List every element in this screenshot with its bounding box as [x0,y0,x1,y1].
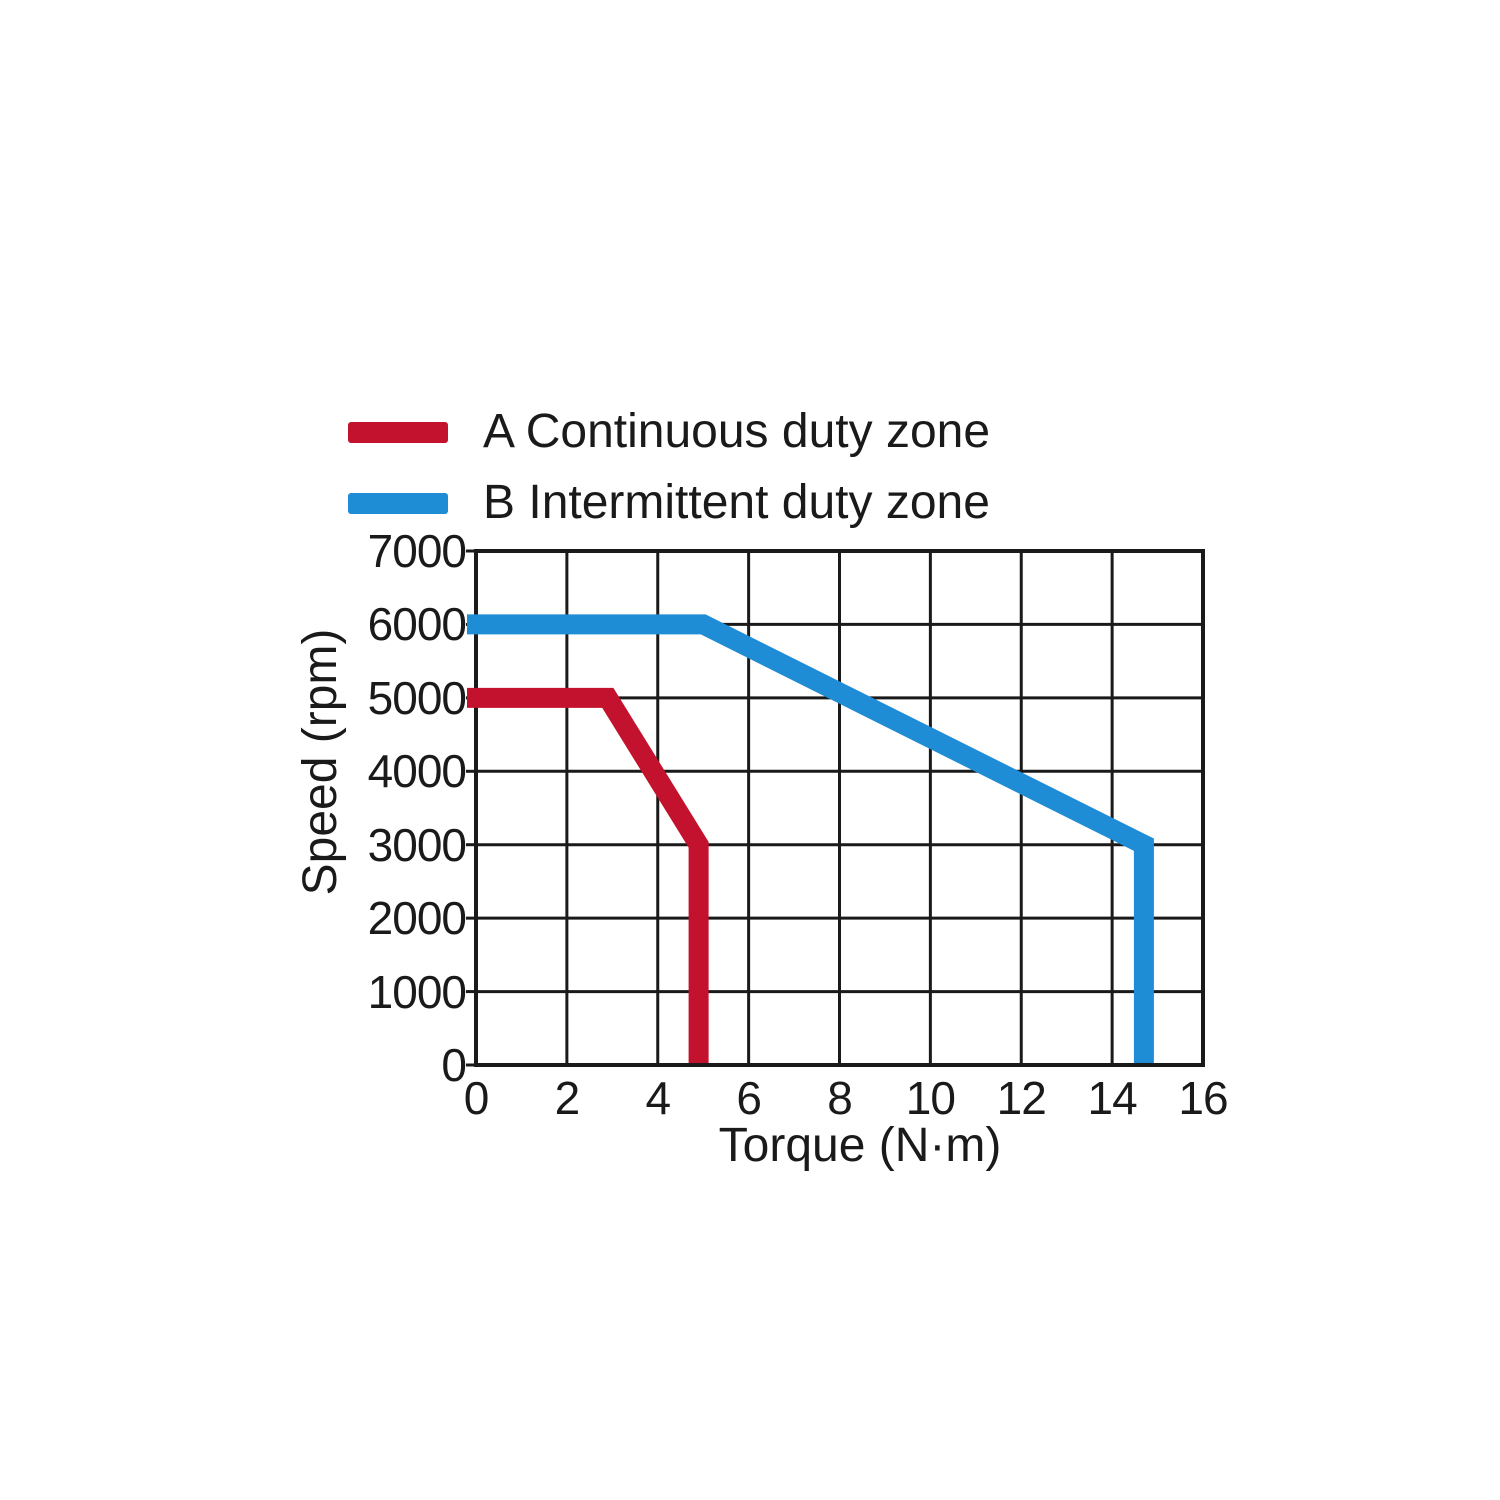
legend-label-continuous: A Continuous duty zone [483,405,991,458]
x-tick-label: 12 [996,1072,1047,1124]
x-tick-label: 2 [554,1072,581,1124]
y-tick-label: 3000 [367,818,467,871]
series-line-continuous [467,687,709,1065]
y-tick-label: 4000 [367,745,467,798]
legend-swatch-intermittent-icon [348,492,448,514]
legend-item-intermittent-duty-zone: B Intermittent duty zone [348,477,990,529]
x-tick-label: 6 [736,1072,762,1124]
y-tick-label: 5000 [367,671,467,724]
plot-canvas [466,549,1205,1067]
series-line-intermittent [467,614,1154,1065]
x-tick-label: 4 [645,1072,671,1124]
x-tick-label: 0 [463,1072,490,1124]
legend: A Continuous duty zone B Intermittent du… [348,406,990,529]
x-tick-label: 10 [905,1072,956,1124]
y-tick-label: 7000 [367,525,467,577]
x-tick-label: 14 [1087,1072,1138,1124]
x-axis-title: Torque (N·m) [718,1119,1002,1172]
y-tick-label: 1000 [367,965,467,1018]
x-tick-label: 8 [827,1072,853,1124]
x-tick-label: 16 [1178,1072,1228,1124]
y-tick-label: 6000 [367,598,467,651]
legend-swatch-continuous-icon [348,421,448,443]
legend-label-intermittent: B Intermittent duty zone [483,476,990,529]
legend-item-continuous-duty-zone: A Continuous duty zone [348,406,990,458]
y-tick-label: 2000 [367,892,467,945]
y-tick-label: 0 [441,1039,467,1091]
plot-area [466,549,1205,1067]
